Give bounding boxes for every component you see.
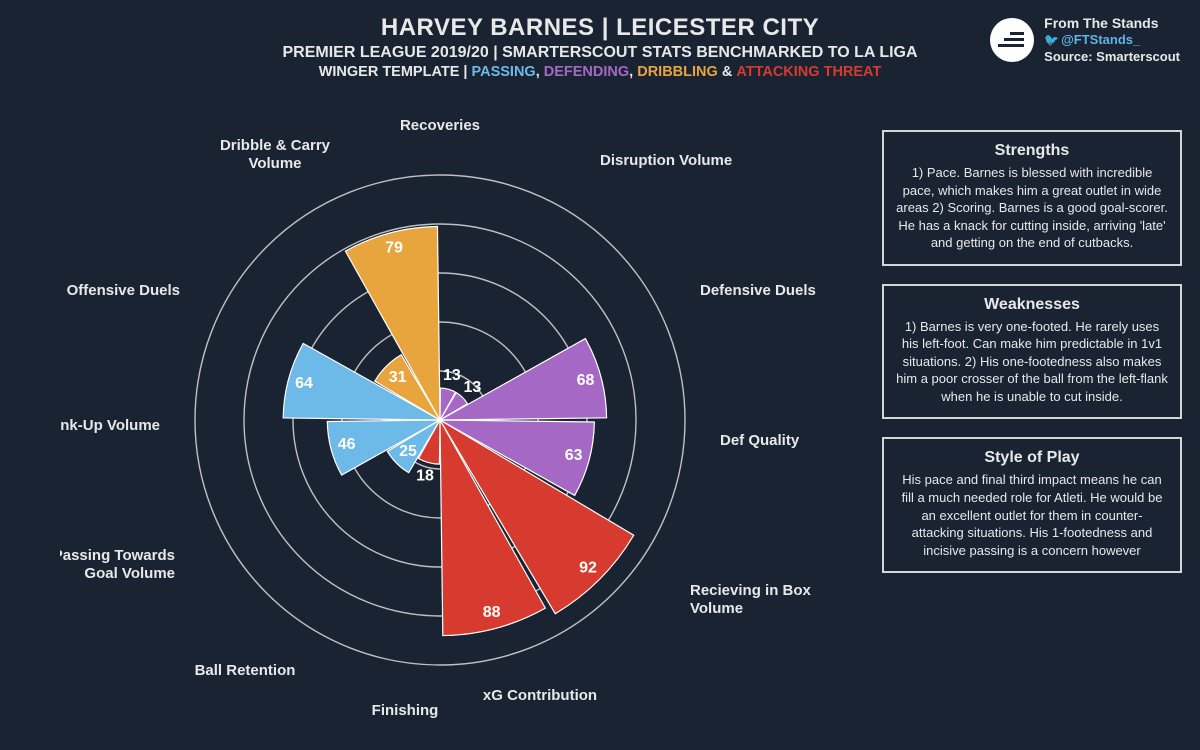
strengths-body: 1) Pace. Barnes is blessed with incredib… (896, 164, 1168, 252)
brand-source: Source: Smarterscout (1044, 49, 1180, 66)
svg-text:13: 13 (464, 379, 482, 396)
weaknesses-body: 1) Barnes is very one-footed. He rarely … (896, 318, 1168, 406)
polar-chart: 1313 68 63 92 88 18 25 46 64 31 79 Recoveries Disrup… (60, 100, 820, 720)
axis-label: xG Contribution (483, 687, 597, 704)
svg-text:63: 63 (565, 447, 583, 464)
axis-label: Dribble & CarryVolume (220, 137, 331, 172)
svg-text:92: 92 (579, 559, 597, 576)
weaknesses-box: Weaknesses 1) Barnes is very one-footed.… (882, 284, 1182, 420)
strengths-box: Strengths 1) Pace. Barnes is blessed wit… (882, 130, 1182, 266)
axis-label: Finishing (372, 702, 439, 719)
svg-text:79: 79 (385, 240, 403, 257)
brand-logo-icon (990, 18, 1034, 62)
axis-label: Ball Retention (195, 662, 296, 679)
style-title: Style of Play (896, 449, 1168, 467)
axis-label: Offensive Duels (67, 282, 180, 299)
brand-block: From The Stands 🐦@FTStands_ Source: Smar… (990, 14, 1180, 66)
axis-label: Defensive Duels (700, 282, 816, 299)
svg-text:13: 13 (443, 367, 461, 384)
axis-label: Def Quality (720, 432, 800, 449)
brand-handle: @FTStands_ (1061, 32, 1140, 47)
axis-label: Link-Up Volume (60, 417, 160, 434)
polar-chart-svg: 1313 68 63 92 88 18 25 46 64 31 79 Recoveries Disrup… (60, 100, 820, 740)
svg-text:88: 88 (483, 604, 501, 621)
template-line: WINGER TEMPLATE | PASSING, DEFENDING, DR… (0, 64, 1200, 80)
axis-label: Recoveries (400, 117, 480, 134)
svg-text:31: 31 (389, 369, 407, 386)
svg-text:18: 18 (416, 467, 434, 484)
svg-text:68: 68 (577, 372, 595, 389)
twitter-icon: 🐦 (1044, 33, 1059, 47)
svg-text:25: 25 (399, 443, 417, 460)
axis-label: Disruption Volume (600, 152, 732, 169)
svg-text:46: 46 (338, 436, 356, 453)
info-boxes: Strengths 1) Pace. Barnes is blessed wit… (882, 130, 1182, 573)
weaknesses-title: Weaknesses (896, 296, 1168, 314)
strengths-title: Strengths (896, 142, 1168, 160)
axis-label: Recieving in BoxVolume (690, 582, 812, 617)
style-body: His pace and final third impact means he… (896, 471, 1168, 559)
svg-text:64: 64 (295, 375, 313, 392)
style-box: Style of Play His pace and final third i… (882, 437, 1182, 573)
brand-name: From The Stands (1044, 14, 1180, 32)
axis-label: Passing TowardsGoal Volume (60, 547, 175, 582)
